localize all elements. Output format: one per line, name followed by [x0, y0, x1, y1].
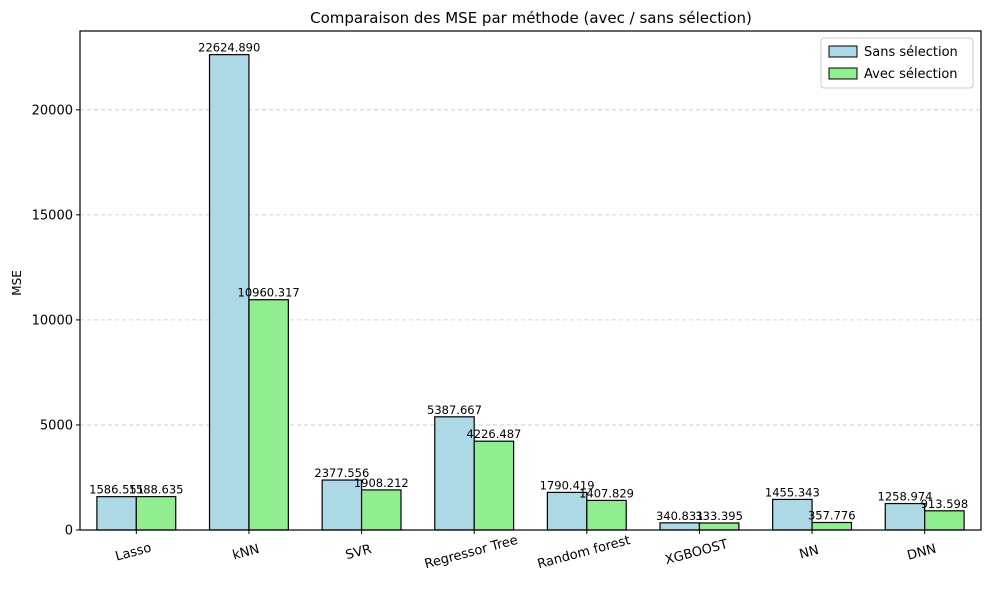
bar-value-label: 10960.317 — [238, 286, 300, 300]
bar-value-label: 2377.556 — [314, 466, 369, 480]
bar-avec-selection — [698, 522, 740, 531]
bar-avec-selection — [135, 496, 177, 531]
bar-value-label: 1407.829 — [579, 486, 634, 500]
bar-avec-selection — [924, 510, 965, 531]
y-tick-label: 15000 — [32, 208, 73, 223]
x-tick-label: Regressor Tree — [423, 533, 519, 572]
bar-avec-selection — [811, 521, 853, 531]
legend-label: Sans sélection — [864, 45, 958, 60]
bar-sans-selection — [208, 54, 250, 531]
x-tick-label: DNN — [906, 542, 938, 564]
bar-sans-selection — [96, 496, 137, 531]
bar-value-label: 913.598 — [921, 497, 969, 511]
bar-avec-selection — [586, 499, 627, 531]
y-tick-label: 20000 — [32, 103, 73, 118]
x-tick-label: Random forest — [536, 533, 632, 572]
bar-sans-selection — [772, 498, 813, 531]
y-tick-label: 5000 — [40, 418, 73, 433]
y-tick-label: 0 — [65, 524, 73, 539]
bar-value-label: 333.395 — [695, 509, 743, 523]
bar-avec-selection — [360, 489, 402, 531]
x-tick-label: kNN — [231, 542, 261, 563]
bar-sans-selection — [659, 522, 701, 531]
legend-label: Avec sélection — [864, 67, 958, 82]
bar-value-label: 5387.667 — [427, 403, 482, 417]
legend-box — [820, 37, 974, 89]
y-axis-label: MSE — [10, 270, 24, 296]
plot-frame — [79, 30, 982, 531]
bar-value-label: 1908.212 — [354, 476, 409, 490]
bar-value-label: 1790.419 — [540, 478, 595, 492]
bar-value-label: 1258.974 — [878, 490, 933, 504]
bars — [96, 54, 965, 531]
legend-swatch — [828, 67, 858, 80]
bar-value-label: 1588.635 — [129, 483, 184, 497]
bar-sans-selection — [884, 502, 926, 531]
legend-swatch — [828, 45, 858, 58]
bar-value-label: 22624.890 — [198, 41, 260, 55]
bar-avec-selection — [473, 440, 515, 531]
x-tick-label: XGBOOST — [664, 537, 730, 568]
bar-value-label: 1455.343 — [765, 485, 820, 499]
bar-value-label: 4226.487 — [466, 427, 521, 441]
chart-title: Comparaison des MSE par méthode (avec / … — [310, 9, 752, 27]
bar-sans-selection — [434, 416, 475, 531]
bar-value-label: 357.776 — [808, 508, 856, 522]
y-tick-label: 10000 — [32, 313, 73, 328]
legend: Sans sélection Avec sélection — [820, 37, 974, 89]
bar-value-label: 340.831 — [656, 509, 704, 523]
bar-avec-selection — [248, 299, 289, 531]
x-tick-label: NN — [798, 543, 821, 563]
x-tick-label: SVR — [344, 542, 373, 563]
bar-value-label: 1586.551 — [89, 483, 144, 497]
x-tick-label: Lasso — [114, 541, 153, 565]
